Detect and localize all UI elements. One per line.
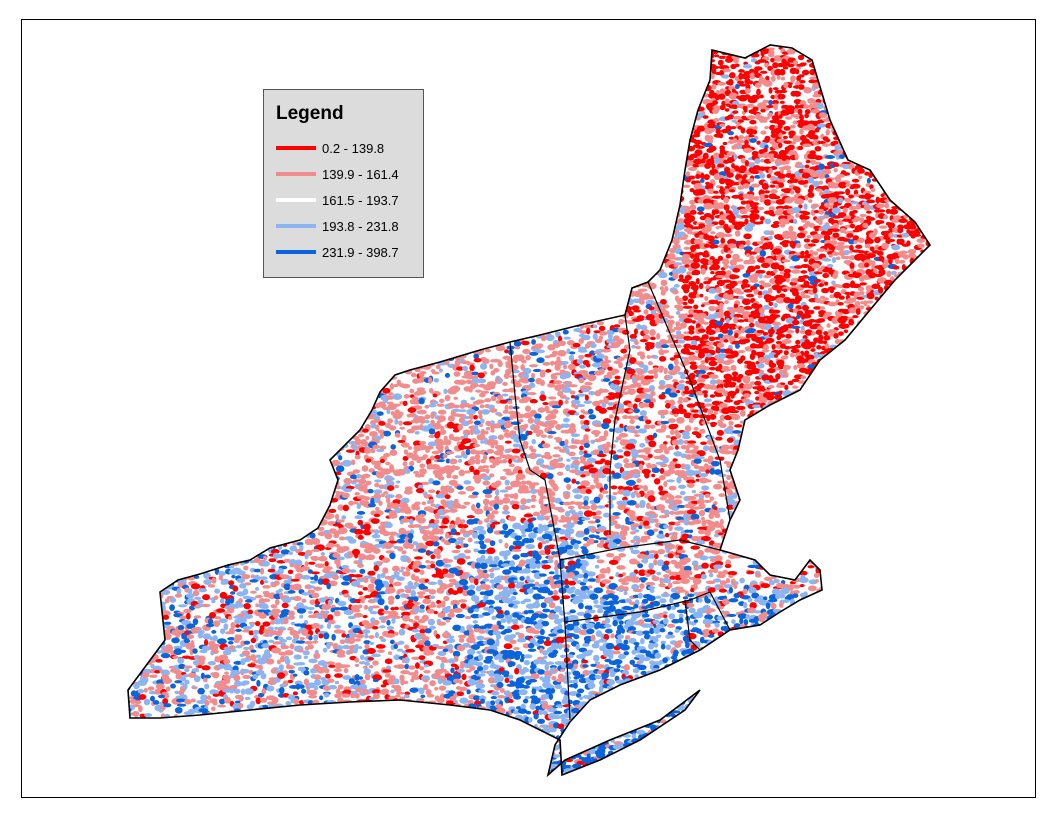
legend-swatch-3 [276, 198, 316, 202]
legend-label-1: 0.2 - 139.8 [322, 140, 385, 156]
legend-title: Legend [276, 103, 344, 124]
legend-row-1: 0.2 - 139.8 [276, 138, 384, 158]
legend-label-3: 161.5 - 193.7 [322, 192, 399, 208]
state-boundaries [509, 281, 731, 721]
ma-southern-vt-border [559, 539, 721, 561]
vt-nh-border [609, 314, 631, 535]
legend-box: Legend 0.2 - 139.8 139.9 - 161.4 161.5 -… [263, 89, 424, 278]
ct-ma-border [564, 591, 711, 623]
ny-border [509, 341, 571, 721]
ct-ri-border [684, 599, 701, 651]
legend-row-3: 161.5 - 193.7 [276, 190, 399, 210]
nh-me-border [647, 281, 731, 521]
legend-label-5: 231.9 - 398.7 [322, 244, 399, 260]
legend-label-4: 193.8 - 231.8 [322, 218, 399, 234]
legend-swatch-5 [276, 250, 316, 254]
legend-row-4: 193.8 - 231.8 [276, 216, 399, 236]
legend-row-5: 231.9 - 398.7 [276, 242, 399, 262]
legend-swatch-1 [276, 146, 316, 150]
legend-row-2: 139.9 - 161.4 [276, 164, 399, 184]
ri-ma-border [709, 591, 731, 631]
legend-label-2: 139.9 - 161.4 [322, 166, 399, 182]
legend-swatch-2 [276, 172, 316, 176]
legend-swatch-4 [276, 224, 316, 228]
